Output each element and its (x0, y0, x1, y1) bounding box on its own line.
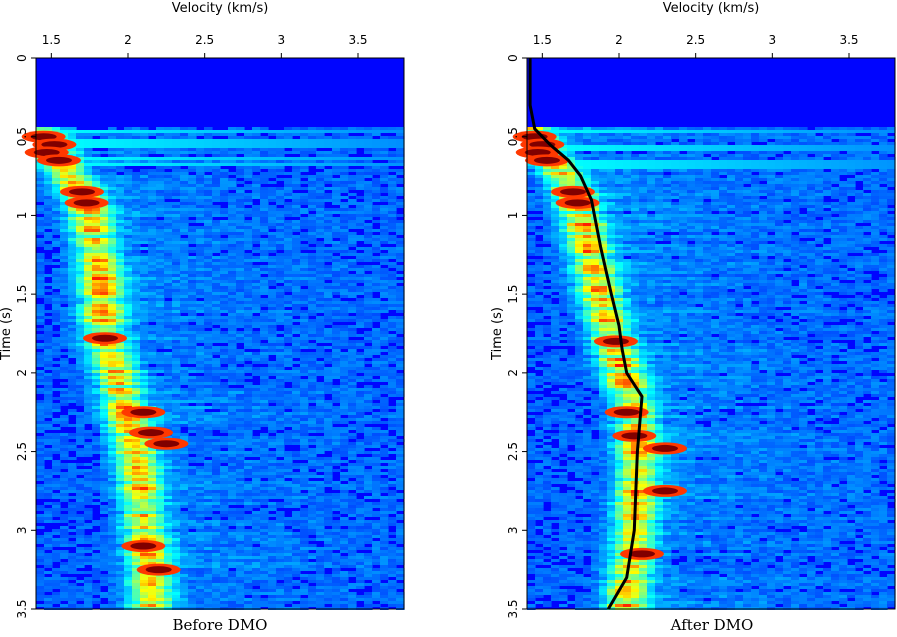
y-tick-label: 3.5 (506, 599, 520, 618)
x-tick-label: 2.5 (686, 33, 705, 47)
picked-velocity-curve (528, 58, 644, 610)
y-tick-label: 0.5 (506, 127, 520, 146)
y-tick-label: 1.5 (506, 285, 520, 304)
x-tick-label: 2.5 (195, 33, 214, 47)
x-axis-label: Velocity (km/s) (172, 1, 269, 16)
panel-after-dmo: 1.5 2 2.5 3 3.5 0 0.5 1 1.5 2 2.5 3 3.5 Velocity (km/… (490, 1, 896, 634)
y-tick-label: 3 (506, 526, 520, 534)
x-axis-label: Velocity (km/s) (663, 1, 760, 16)
heatmap-field (21, 58, 405, 610)
x-tick-label: 1.5 (533, 33, 552, 47)
y-tick-label: 1 (15, 212, 29, 220)
y-tick-label: 3.5 (15, 599, 29, 618)
y-tick-label: 2 (506, 369, 520, 377)
y-tick-label: 1.5 (15, 285, 29, 304)
y-tick-label: 0 (15, 54, 29, 62)
y-axis-label: Time (s) (0, 307, 14, 361)
y-tick-label: 0.5 (15, 127, 29, 146)
x-tick-label: 1.5 (42, 33, 61, 47)
y-tick-label: 2.5 (15, 442, 29, 461)
y-tick-label: 2.5 (506, 442, 520, 461)
x-tick-label: 2 (124, 33, 132, 47)
y-axis-label: Time (s) (490, 307, 505, 361)
y-tick-label: 3 (15, 526, 29, 534)
y-tick-label: 1 (506, 212, 520, 220)
panel-before-dmo: 1.5 2 2.5 3 3.5 0 0.5 1 1.5 2 2.5 3 3.5 Velocity (km/… (0, 1, 405, 634)
heatmap-field (512, 58, 896, 610)
x-tick-label: 2 (615, 33, 623, 47)
x-tick-label: 3 (278, 33, 286, 47)
x-tick-label: 3 (769, 33, 777, 47)
plot-frame (526, 57, 896, 610)
panel-caption: Before DMO (173, 616, 268, 634)
x-tick-label: 3.5 (839, 33, 858, 47)
x-tick-label: 3.5 (348, 33, 367, 47)
y-tick-label: 2 (15, 369, 29, 377)
y-tick-label: 0 (506, 54, 520, 62)
plot-frame (35, 57, 405, 610)
panel-caption: After DMO (670, 616, 754, 634)
